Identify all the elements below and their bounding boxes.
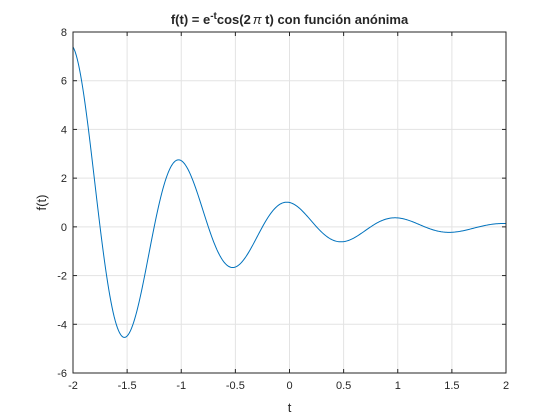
y-tick-label: 2 — [61, 173, 67, 185]
y-tick-labels: -6 -4 -2 0 2 4 6 8 — [57, 27, 67, 380]
x-tick-label: -1 — [176, 380, 186, 392]
axes-frame — [72, 31, 507, 374]
x-tick-label: -0.5 — [226, 380, 245, 392]
x-tick-label: 1.5 — [444, 380, 459, 392]
series-line — [72, 46, 507, 338]
x-tick-label: 0 — [286, 380, 292, 392]
x-axis-label: t — [288, 400, 292, 415]
title-middle: cos(2 — [217, 12, 251, 27]
title-pi-symbol: π — [253, 12, 262, 27]
chart-title: f(t) = e-tcos(2 π t) con función anónima — [171, 11, 409, 27]
x-tick-label: 0.5 — [336, 380, 351, 392]
plot-lines — [72, 46, 507, 338]
x-tick-label: 2 — [503, 380, 509, 392]
x-tick-label: 1 — [395, 380, 401, 392]
y-tick-label: 0 — [61, 222, 67, 234]
x-tick-labels: -2 -1.5 -1 -0.5 0 0.5 1 1.5 2 — [68, 380, 509, 392]
title-suffix: t) con función anónima — [262, 12, 409, 27]
y-tick-label: -6 — [57, 368, 67, 380]
y-tick-label: 6 — [61, 76, 67, 88]
y-tick-label: 8 — [61, 27, 67, 39]
y-axis-label: f(t) — [34, 195, 49, 211]
x-tick-label: -2 — [68, 380, 78, 392]
x-tick-label: -1.5 — [118, 380, 137, 392]
title-superscript: -t — [210, 11, 217, 22]
title-prefix: f(t) = e — [171, 12, 210, 27]
y-tick-label: -4 — [57, 319, 67, 331]
y-tick-label: 4 — [61, 124, 67, 136]
y-tick-label: -2 — [57, 271, 67, 283]
